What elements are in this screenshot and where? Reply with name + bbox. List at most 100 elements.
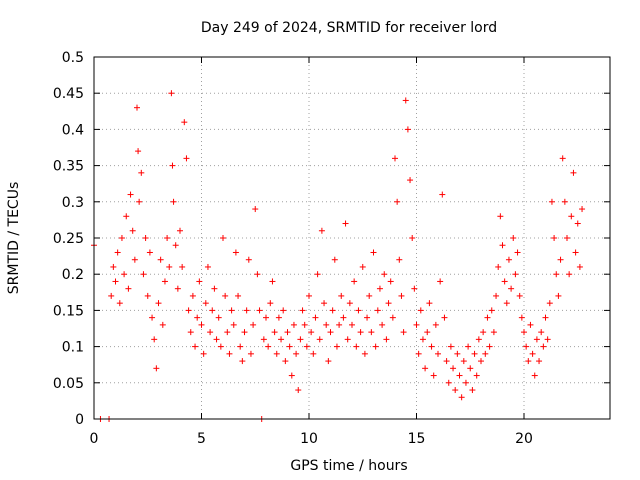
data-point xyxy=(462,379,469,386)
data-point xyxy=(493,292,500,299)
data-point xyxy=(336,321,343,328)
data-point xyxy=(168,90,175,97)
data-point xyxy=(149,314,156,321)
data-point xyxy=(260,336,267,343)
data-point xyxy=(207,329,214,336)
data-point xyxy=(439,191,446,198)
y-tick-label: 0.1 xyxy=(62,340,84,356)
data-point xyxy=(278,336,285,343)
data-point xyxy=(551,235,558,241)
data-point xyxy=(432,321,439,328)
data-point xyxy=(172,242,179,249)
data-point xyxy=(409,235,416,241)
data-point xyxy=(523,343,530,350)
data-point xyxy=(118,235,125,241)
data-point xyxy=(290,321,297,328)
data-point xyxy=(359,263,366,270)
data-point xyxy=(134,104,140,111)
data-point xyxy=(531,372,538,379)
data-point xyxy=(542,314,549,321)
data-point xyxy=(475,336,482,343)
y-tick-label: 0.45 xyxy=(53,86,84,102)
data-point xyxy=(331,256,338,263)
data-point xyxy=(415,350,422,357)
x-tick-label: 20 xyxy=(515,431,533,447)
data-point xyxy=(237,343,244,350)
data-point xyxy=(269,278,276,285)
data-points xyxy=(91,90,586,422)
data-point xyxy=(308,329,315,336)
data-point xyxy=(533,336,540,343)
data-point xyxy=(215,314,222,321)
data-point xyxy=(129,227,136,234)
data-point xyxy=(323,321,330,328)
data-point xyxy=(361,350,368,357)
data-point xyxy=(398,292,405,299)
data-point xyxy=(213,336,220,343)
data-point xyxy=(497,213,504,220)
data-point xyxy=(243,307,250,314)
data-point xyxy=(555,292,562,299)
data-point xyxy=(357,329,364,336)
data-point xyxy=(228,307,235,314)
data-point xyxy=(486,343,493,350)
data-point xyxy=(252,206,259,213)
y-axis-label: SRMTID / TECUs xyxy=(6,182,22,295)
y-tick-label: 0.25 xyxy=(53,231,84,247)
data-point xyxy=(333,343,340,350)
data-point xyxy=(306,292,312,299)
data-point xyxy=(321,300,328,307)
data-point xyxy=(327,329,334,336)
data-point xyxy=(508,285,515,292)
data-point xyxy=(250,321,257,328)
data-point xyxy=(254,271,261,278)
data-point xyxy=(544,336,551,343)
data-point xyxy=(364,314,371,321)
data-point xyxy=(372,343,379,350)
data-point xyxy=(217,343,224,350)
x-tick-label: 0 xyxy=(90,431,99,447)
data-point xyxy=(525,358,532,365)
data-point xyxy=(342,220,349,227)
data-point xyxy=(516,292,523,299)
data-point xyxy=(299,307,306,314)
data-point xyxy=(267,300,274,307)
x-tick-label: 15 xyxy=(408,431,426,447)
data-point xyxy=(275,314,282,321)
data-point xyxy=(138,169,145,176)
data-point xyxy=(540,343,547,350)
data-point xyxy=(166,263,173,270)
data-point xyxy=(189,292,196,299)
y-tick-label: 0.35 xyxy=(53,159,84,175)
data-point xyxy=(127,191,134,198)
data-point xyxy=(200,350,207,357)
data-point xyxy=(521,329,527,336)
data-point xyxy=(196,278,203,285)
data-point xyxy=(413,321,420,328)
data-point xyxy=(282,358,289,365)
data-point xyxy=(389,314,396,321)
data-point xyxy=(170,198,177,205)
data-point xyxy=(527,321,534,328)
data-point xyxy=(374,307,381,314)
data-point xyxy=(121,271,128,278)
data-point xyxy=(430,372,437,379)
axis-ticks: 0 0.05 0.1 0.15 0.2 0.25 0.3 0.35 0.4 0.45 0.5 0 5 10… xyxy=(53,50,610,447)
data-point xyxy=(381,271,388,278)
data-point xyxy=(495,263,502,270)
data-point xyxy=(407,177,414,184)
data-point xyxy=(169,162,176,169)
data-point xyxy=(518,314,525,321)
data-point xyxy=(394,198,401,205)
data-point xyxy=(131,256,138,263)
data-point xyxy=(230,321,237,328)
data-point xyxy=(488,307,495,314)
data-point xyxy=(512,271,519,278)
data-point xyxy=(536,358,543,365)
data-point xyxy=(559,155,566,162)
data-point xyxy=(273,350,280,357)
data-point xyxy=(400,329,407,336)
data-point xyxy=(136,198,143,205)
data-point xyxy=(293,350,300,357)
